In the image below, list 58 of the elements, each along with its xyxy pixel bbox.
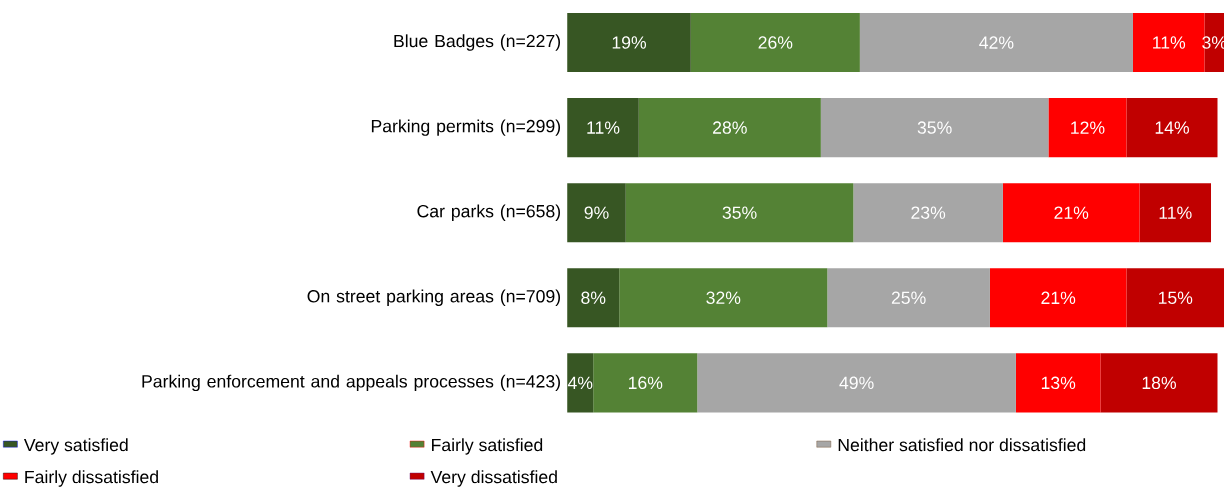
data-label: 9% [584,206,609,220]
data-label: 18% [1142,376,1176,390]
data-label: 14% [1155,121,1190,134]
data-label: 11% [1159,206,1192,219]
bar [827,268,990,328]
bar [989,268,1127,328]
data-label: 12% [1071,121,1105,134]
data-label: 23% [911,206,946,220]
bar [1100,353,1218,413]
bar [1015,353,1101,413]
bar [690,13,860,73]
bar [625,183,854,243]
data-label: 28% [713,121,747,134]
data-label: 13% [1041,376,1076,390]
data-label: 21% [1054,206,1089,219]
data-label: 19% [612,36,647,49]
bar [859,13,1133,73]
legend-label: Fairly satisfied [432,438,543,455]
data-label: 11% [1153,36,1186,49]
legend-label: Neither satisfied nor dissatisfied [838,438,1086,452]
data-label: 21% [1041,291,1076,305]
bar [1002,183,1140,243]
legend-label: Fairly dissatisfied [25,470,158,487]
y-tick-label: Parking permits (n=299) [371,119,561,136]
data-label: 35% [722,206,757,220]
bar [697,353,1016,413]
bar [567,183,626,243]
bar [619,268,828,328]
bar [638,98,821,158]
y-tick-label: Blue Badges (n=227) [394,34,561,51]
y-tick-label: On street parking areas (n=709) [307,289,561,307]
data-label: 8% [581,291,606,305]
data-label: 32% [706,291,741,305]
bar [567,13,691,73]
data-label: 11% [587,121,620,134]
data-label: 25% [891,291,926,305]
bar [820,98,1049,158]
bar [1139,183,1212,243]
bar [1126,268,1225,328]
data-label: 49% [839,376,874,390]
data-label: 16% [628,376,663,390]
bar [853,183,1003,243]
legend-label: Very satisfied [23,438,128,455]
legend-label: Very dissatisfied [430,470,557,487]
y-tick-label: Car parks (n=658) [417,204,561,221]
bar [567,98,639,158]
bar [567,268,620,328]
data-label: 42% [979,36,1014,49]
data-label: 15% [1158,291,1193,305]
y-tick-label: Parking enforcement and appeals processes (n=423) [142,374,560,392]
bar [1048,98,1127,158]
bar [593,353,698,413]
bar [1126,98,1218,158]
data-label: 26% [758,36,793,49]
data-label: 4% [567,376,593,390]
bar [567,353,594,413]
bar [1204,13,1225,73]
data-label: 35% [917,121,952,134]
